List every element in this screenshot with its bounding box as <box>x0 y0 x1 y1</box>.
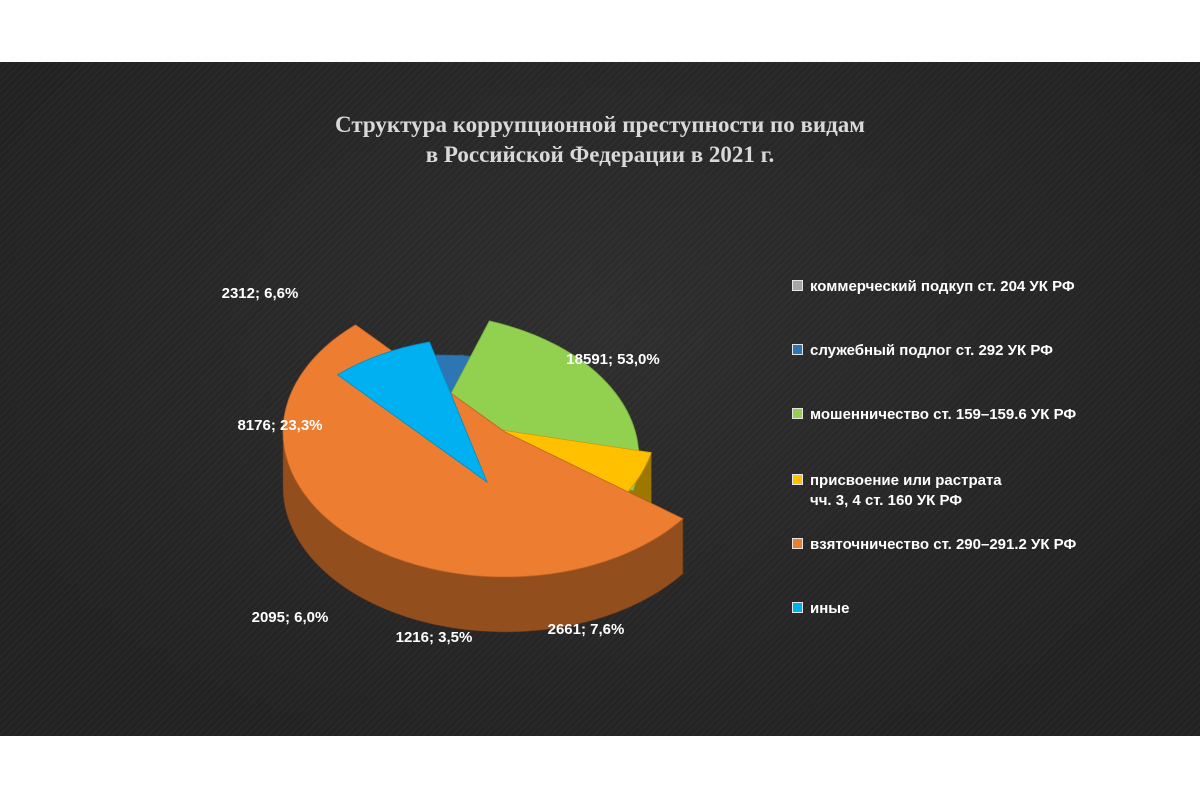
data-label-4: 18591; 53,0% <box>566 351 659 368</box>
legend-label-1: служебный подлог ст. 292 УК РФ <box>810 342 1053 359</box>
data-label-5: 2661; 7,6% <box>548 621 625 638</box>
legend-swatch-2 <box>792 408 803 419</box>
chart-slide: Структура коррупционной преступности по … <box>0 62 1200 736</box>
legend-swatch-3 <box>792 474 803 485</box>
legend-label-4: взяточничество ст. 290–291.2 УК РФ <box>810 536 1077 553</box>
pie-chart: 1216; 3,5% 2095; 6,0% 8176; 23,3% 2312; 6,6… <box>222 285 684 646</box>
legend-swatch-5 <box>792 602 803 613</box>
legend-label-5: иные <box>810 600 850 617</box>
legend-label-3-line-2: чч. 3, 4 ст. 160 УК РФ <box>810 492 963 509</box>
data-label-2: 8176; 23,3% <box>237 417 322 434</box>
chart-title: Структура коррупционной преступности по … <box>0 110 1200 170</box>
data-label-1: 2095; 6,0% <box>252 609 329 626</box>
legend-label-2: мошенничество ст. 159–159.6 УК РФ <box>810 406 1077 423</box>
legend-label-3: присвоение или растрата <box>810 472 1002 489</box>
chart-title-line-1: Структура коррупционной преступности по … <box>335 112 865 137</box>
data-label-0: 1216; 3,5% <box>396 629 473 646</box>
legend-swatch-4 <box>792 538 803 549</box>
legend-swatch-0 <box>792 280 803 291</box>
pie-slice-top-5 <box>336 341 488 484</box>
chart-title-line-2: в Российской Федерации в 2021 г. <box>425 142 775 167</box>
legend-label-0: коммерческий подкуп ст. 204 УК РФ <box>810 278 1075 295</box>
data-label-3: 2312; 6,6% <box>222 285 299 302</box>
legend-swatch-1 <box>792 344 803 355</box>
